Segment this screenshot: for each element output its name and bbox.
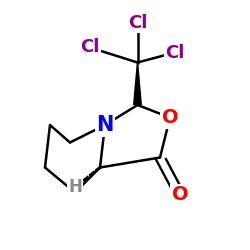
Text: Cl: Cl xyxy=(165,44,185,62)
Text: H: H xyxy=(68,178,82,196)
Text: O: O xyxy=(162,108,178,127)
Text: Cl: Cl xyxy=(128,14,147,32)
Text: Cl: Cl xyxy=(80,38,100,56)
Text: N: N xyxy=(96,115,114,135)
Polygon shape xyxy=(133,62,142,105)
Text: O: O xyxy=(172,186,188,204)
